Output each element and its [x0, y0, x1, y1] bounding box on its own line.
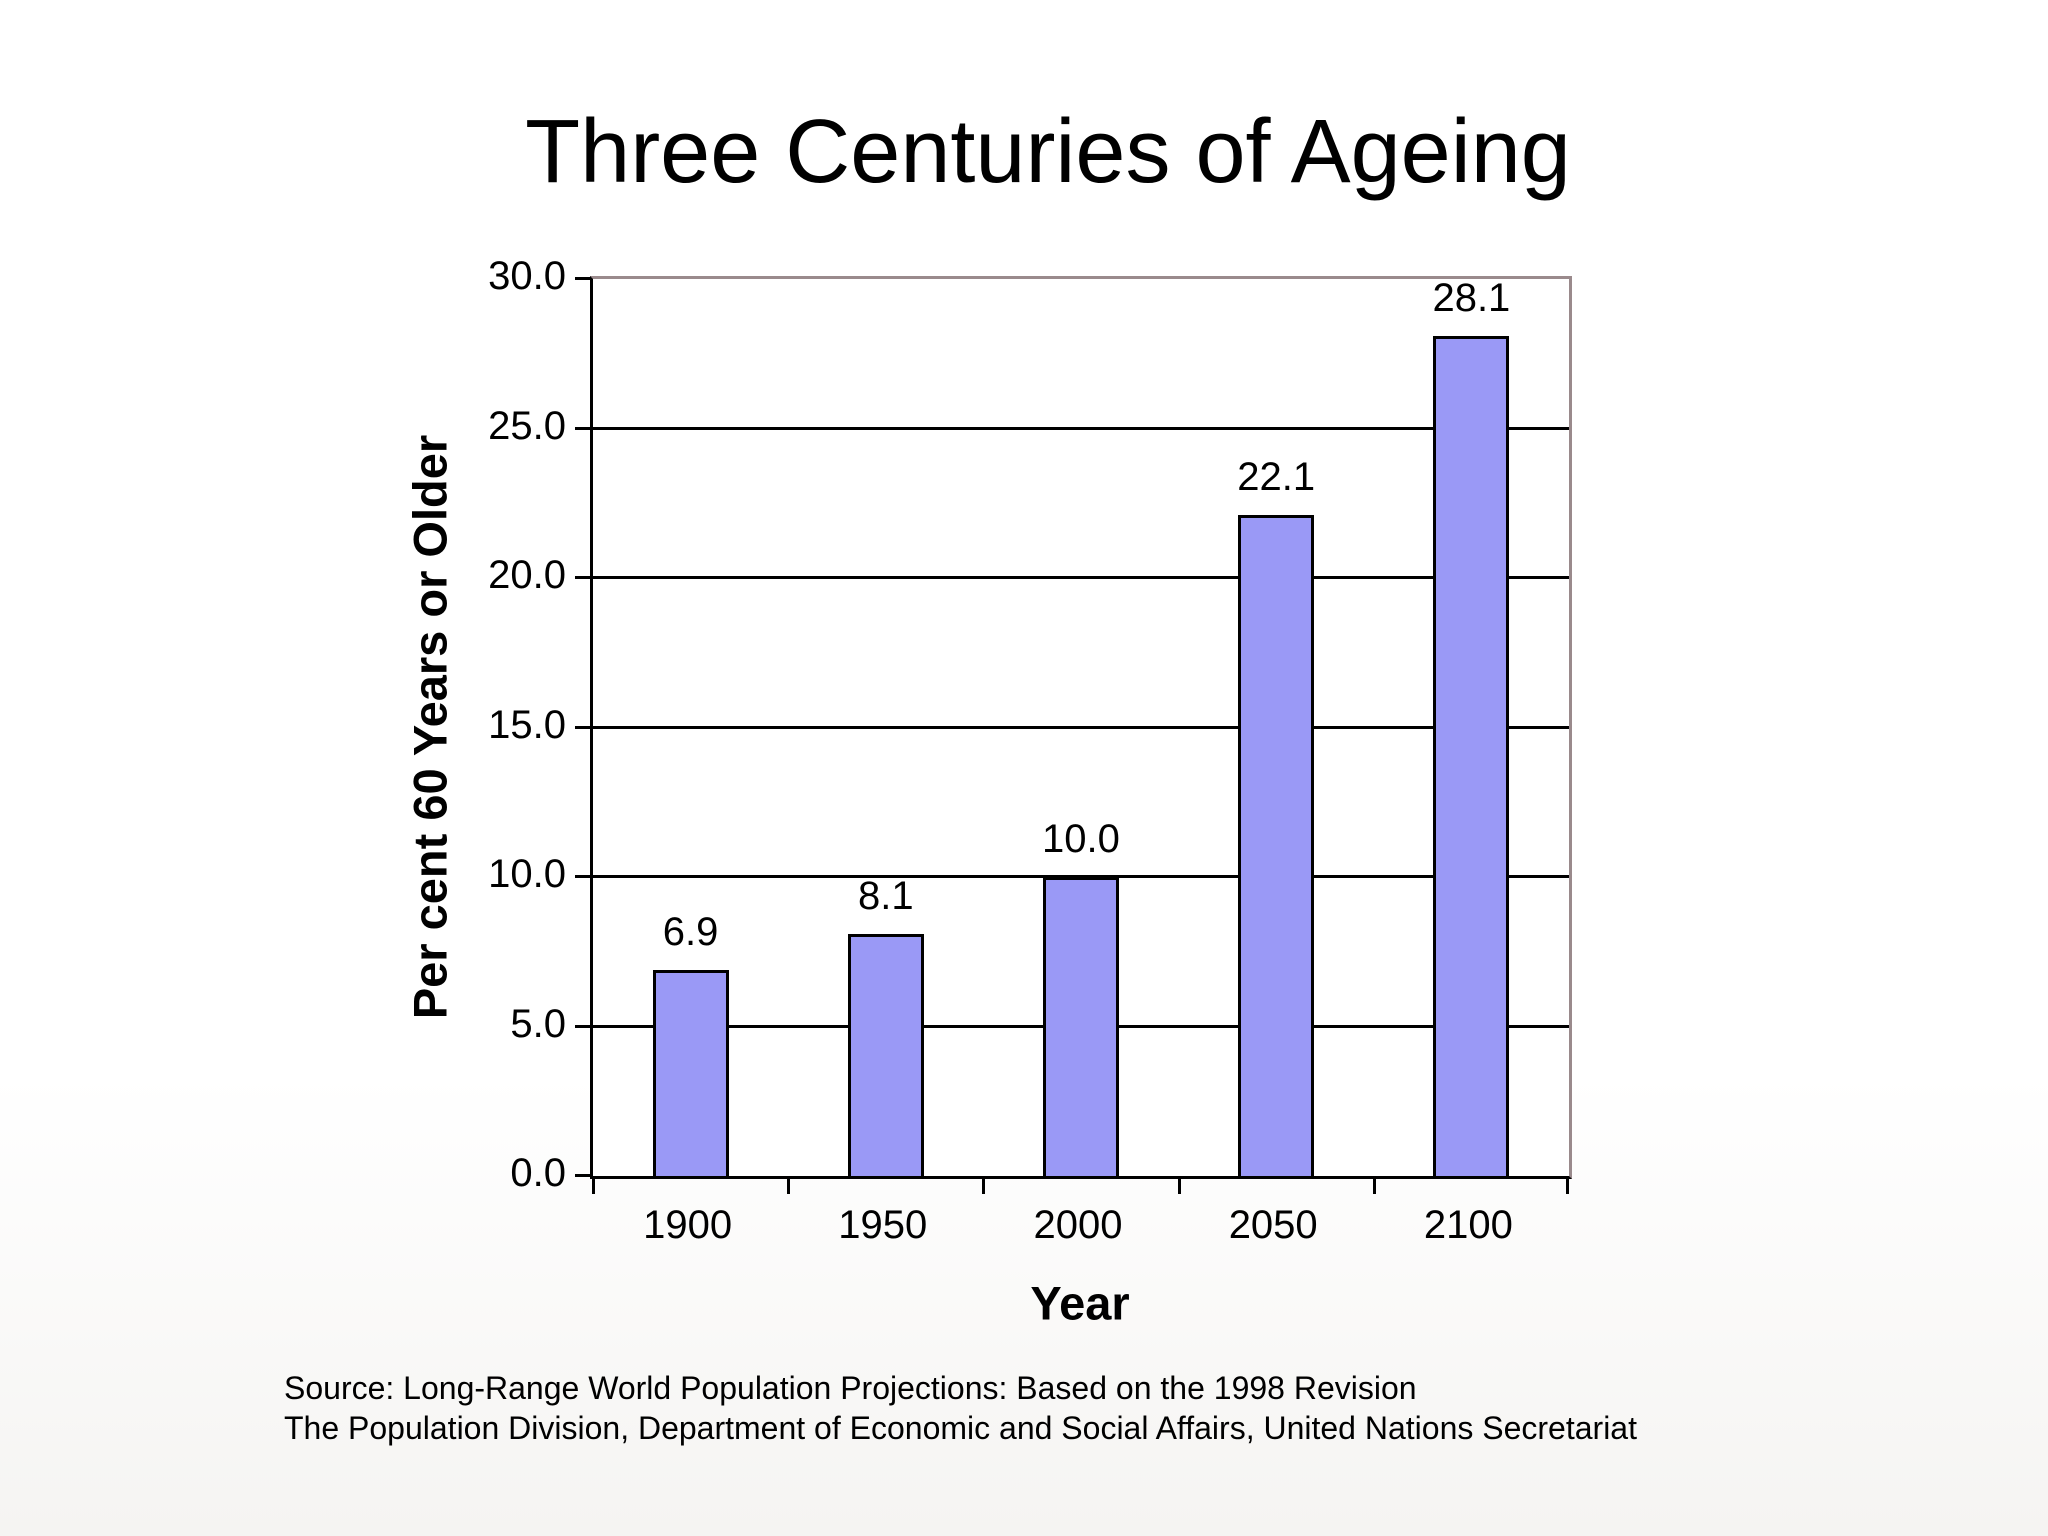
x-tick-5 — [1566, 1179, 1569, 1194]
x-tick-2 — [982, 1179, 986, 1194]
y-tick-label-25.0: 25.0 — [488, 403, 566, 448]
y-tick-30.0 — [575, 277, 591, 280]
gridline-y-15 — [593, 725, 1569, 729]
chart-title: Three Centuries of Ageing — [525, 102, 1571, 202]
gridline-y-25 — [593, 426, 1569, 430]
y-tick-label-10.0: 10.0 — [488, 852, 566, 896]
y-tick-5.0 — [575, 1024, 591, 1028]
bar-value-2050: 22.1 — [1237, 455, 1316, 500]
bar-slot-1900: 6.9 — [593, 279, 788, 1176]
y-tick-20.0 — [575, 576, 591, 579]
bar-value-1950: 8.1 — [857, 873, 914, 918]
bar-slot-2100: 28.1 — [1374, 275, 1569, 1176]
bar-2100 — [1433, 335, 1510, 1176]
y-tick-10.0 — [575, 875, 591, 878]
bar-1950 — [847, 933, 924, 1176]
x-axis-title: Year — [1030, 1276, 1130, 1330]
bar-slot-2000: 10.0 — [983, 279, 1178, 1176]
x-category-label-1950: 1950 — [838, 1203, 928, 1247]
bar-2000 — [1042, 877, 1119, 1176]
y-tick-0.0 — [575, 1174, 591, 1177]
y-tick-label-0.0: 0.0 — [510, 1151, 566, 1195]
gridline-y-20 — [593, 576, 1569, 579]
bar-slot-1950: 8.1 — [788, 279, 983, 1176]
bar-value-1900: 6.9 — [662, 909, 719, 954]
y-tick-15.0 — [575, 725, 591, 729]
y-tick-25.0 — [575, 426, 591, 430]
bar-2050 — [1238, 515, 1315, 1176]
x-category-label-1900: 1900 — [643, 1203, 733, 1247]
x-category-label-2000: 2000 — [1033, 1203, 1123, 1247]
bar-slot-2050: 22.1 — [1179, 279, 1374, 1176]
gridline-y-10 — [593, 875, 1569, 878]
y-tick-label-20.0: 20.0 — [488, 553, 566, 597]
bar-value-2100: 28.1 — [1432, 275, 1511, 320]
x-tick-4 — [1372, 1179, 1376, 1194]
x-category-label-2100: 2100 — [1423, 1203, 1513, 1247]
x-tick-0 — [592, 1179, 595, 1194]
bar-value-2000: 10.0 — [1042, 817, 1120, 861]
y-tick-label-30.0: 30.0 — [488, 254, 566, 298]
plot-area: 6.9 8.1 10.0 22.1 28.1 — [575, 275, 1572, 1194]
x-tick-1 — [787, 1179, 791, 1194]
x-category-label-2050: 2050 — [1228, 1203, 1318, 1247]
y-tick-label-5.0: 5.0 — [510, 1001, 566, 1046]
y-tick-label-15.0: 15.0 — [488, 702, 566, 747]
x-tick-3 — [1177, 1179, 1181, 1194]
bar-1900 — [652, 969, 729, 1176]
source-note: Source: Long-Range World Population Proj… — [284, 1368, 1988, 1448]
source-line-2: The Population Division, Department of E… — [284, 1410, 1637, 1446]
source-line-1: Source: Long-Range World Population Proj… — [284, 1370, 1417, 1406]
